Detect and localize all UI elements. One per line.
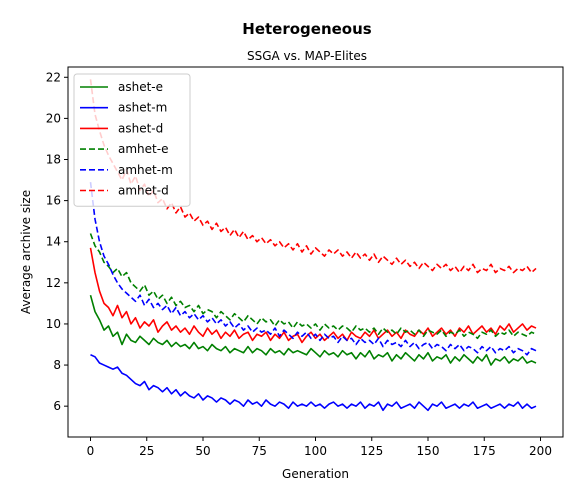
plot-area-frame bbox=[67, 66, 564, 438]
y-tick-label: 16 bbox=[46, 194, 61, 208]
x-tick-label: 150 bbox=[417, 444, 440, 458]
series-line-ashet-e bbox=[89, 294, 537, 366]
series-line-amhet-e bbox=[89, 233, 537, 340]
legend: ashet-e ashet-m ashet-d amhet-e amhet-m amhet… bbox=[73, 73, 191, 207]
legend-label-ashet-e: ashet-e bbox=[118, 80, 163, 94]
y-axis-label: Average archive size bbox=[19, 190, 33, 314]
y-tick-label: 10 bbox=[46, 317, 61, 331]
x-tick-label: 50 bbox=[195, 444, 210, 458]
y-tick-label: 6 bbox=[53, 399, 61, 413]
axis-ticks: 0 25 50 75 100 125 150 175 200 6 8 10 12 14 16 18 20 22 bbox=[46, 70, 552, 458]
chart-subtitle: SSGA vs. MAP-Elites bbox=[247, 49, 367, 63]
y-tick-label: 12 bbox=[46, 276, 61, 290]
x-tick-label: 75 bbox=[252, 444, 267, 458]
x-tick-label: 175 bbox=[473, 444, 496, 458]
legend-label-amhet-e: amhet-e bbox=[118, 142, 168, 156]
legend-label-ashet-m: ashet-m bbox=[118, 101, 167, 115]
legend-label-amhet-d: amhet-d bbox=[118, 184, 169, 198]
y-tick-label: 18 bbox=[46, 153, 61, 167]
figure-title: Heterogeneous bbox=[242, 20, 372, 38]
x-tick-label: 125 bbox=[360, 444, 383, 458]
series-line-ashet-m bbox=[90, 354, 537, 412]
y-tick-label: 14 bbox=[46, 235, 61, 249]
x-tick-label: 25 bbox=[139, 444, 154, 458]
y-tick-label: 20 bbox=[46, 111, 61, 125]
legend-label-amhet-m: amhet-m bbox=[118, 163, 173, 177]
x-tick-label: 200 bbox=[529, 444, 552, 458]
x-tick-label: 0 bbox=[87, 444, 95, 458]
y-tick-label: 22 bbox=[46, 70, 61, 84]
series-line-ashet-d bbox=[89, 247, 537, 344]
series-line-amhet-m bbox=[89, 182, 537, 356]
legend-label-ashet-d: ashet-d bbox=[118, 121, 163, 135]
x-tick-label: 100 bbox=[304, 444, 327, 458]
y-tick-label: 8 bbox=[53, 358, 61, 372]
x-axis-label: Generation bbox=[282, 467, 349, 481]
